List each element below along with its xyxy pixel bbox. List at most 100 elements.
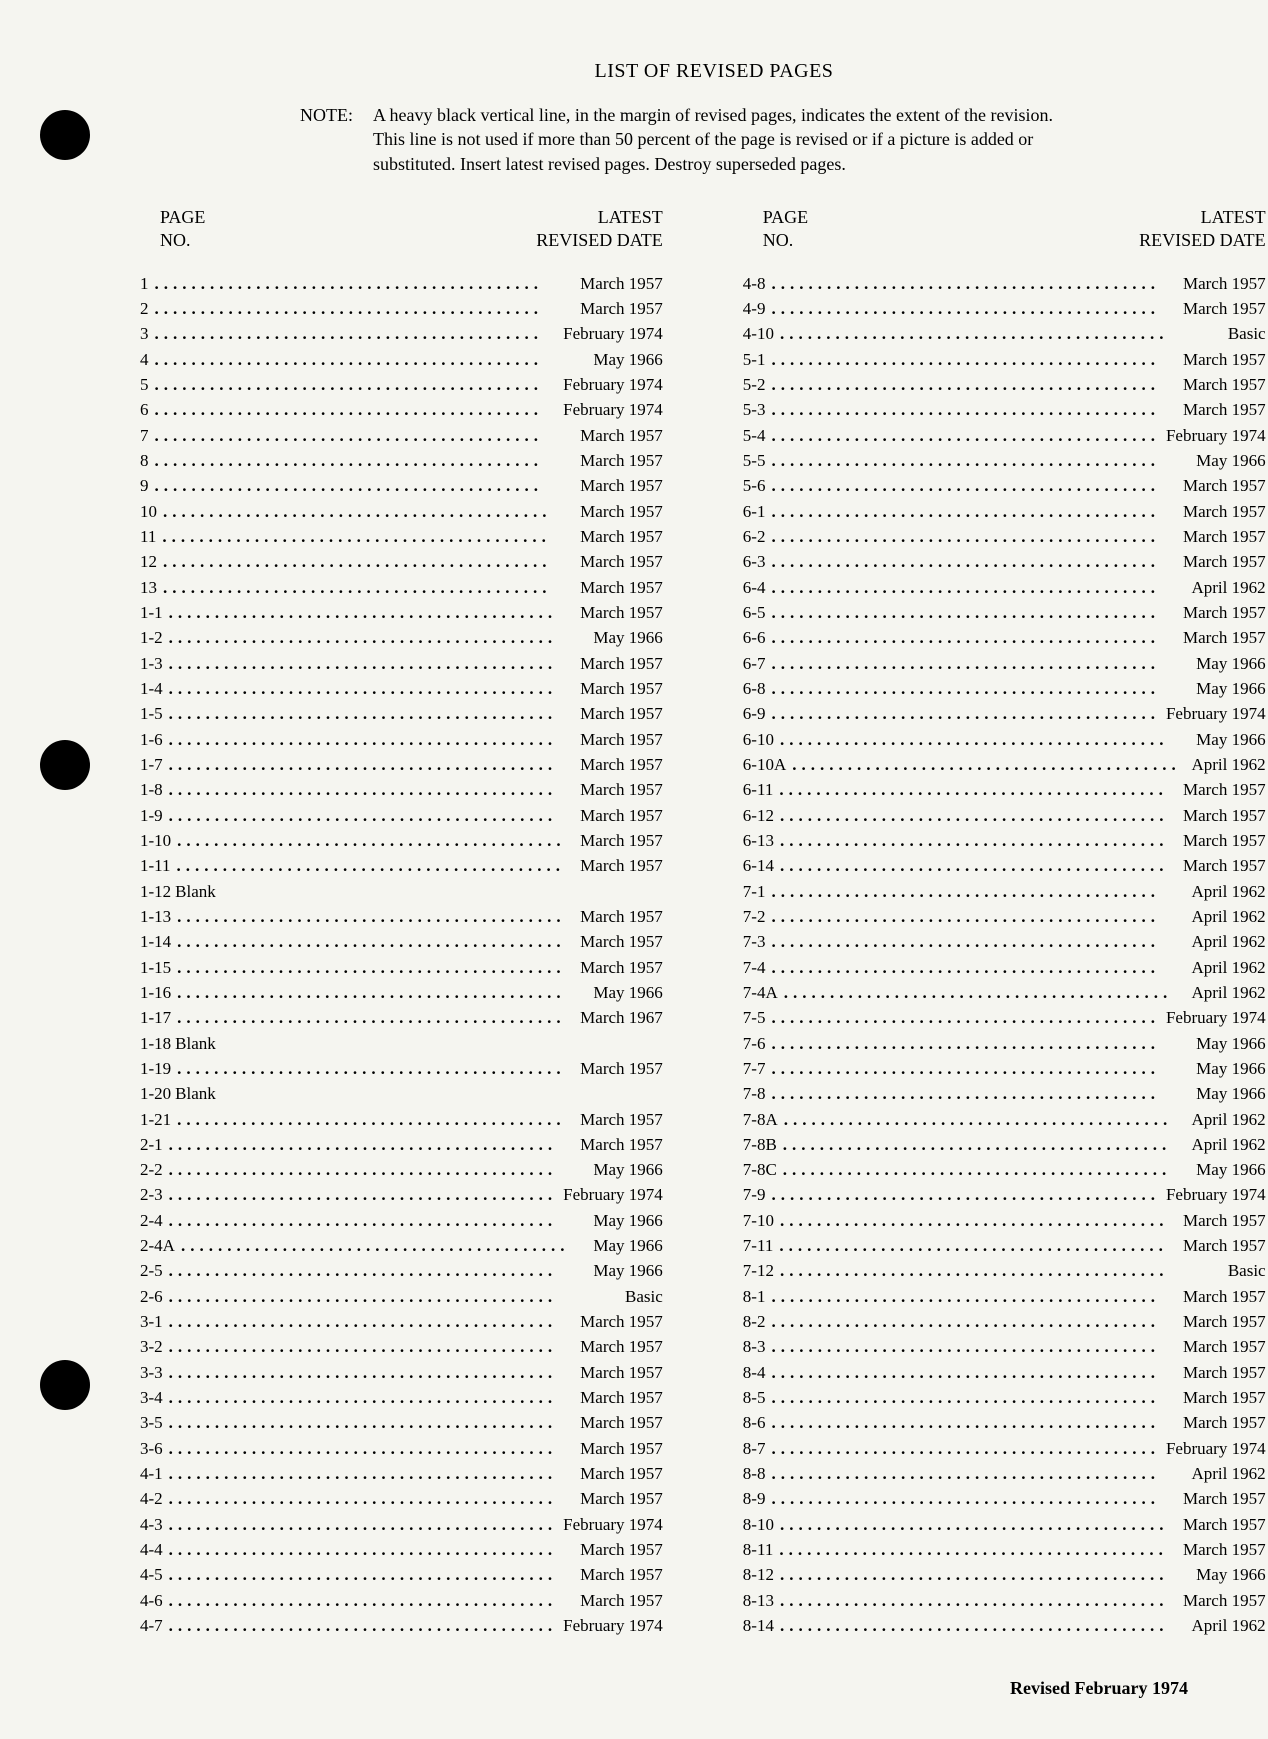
- leader-dots: [163, 651, 581, 676]
- leader-dots: [765, 1031, 1196, 1056]
- table-row: 8-11March 1957: [743, 1537, 1266, 1562]
- revised-date: March 1957: [580, 803, 663, 828]
- leader-dots: [765, 423, 1166, 448]
- revised-date: March 1967: [580, 1005, 663, 1030]
- revised-date: March 1957: [580, 1334, 663, 1359]
- page-number: 6-13: [743, 828, 774, 853]
- page-number: 5-3: [743, 397, 766, 422]
- table-row: 6-10AApril 1962: [743, 752, 1266, 777]
- page-number: 6-5: [743, 600, 766, 625]
- page-number: 7-10: [743, 1208, 774, 1233]
- table-row: 6-8May 1966: [743, 676, 1266, 701]
- revised-date: March 1957: [580, 549, 663, 574]
- header-date-bottom: REVISED DATE: [1139, 229, 1266, 252]
- table-row: 6-2March 1957: [743, 524, 1266, 549]
- leader-dots: [765, 1436, 1166, 1461]
- note-block: NOTE: A heavy black vertical line, in th…: [300, 103, 1088, 176]
- table-row: 4-4March 1957: [140, 1537, 663, 1562]
- table-row: 1-11March 1957: [140, 853, 663, 878]
- table-row: 7-11March 1957: [743, 1233, 1266, 1258]
- revised-date: May 1966: [593, 625, 662, 650]
- page-number: 4-1: [140, 1461, 163, 1486]
- revised-date: March 1957: [1183, 524, 1266, 549]
- table-row: 6-3March 1957: [743, 549, 1266, 574]
- leader-dots: [774, 727, 1196, 752]
- leader-dots: [765, 879, 1191, 904]
- leader-dots: [765, 651, 1196, 676]
- revised-date: February 1974: [1166, 1005, 1266, 1030]
- table-row: 7-6May 1966: [743, 1031, 1266, 1056]
- leader-dots: [765, 955, 1191, 980]
- page-number: 5-1: [743, 347, 766, 372]
- revised-date: March 1957: [580, 828, 663, 853]
- revised-date: March 1957: [1183, 828, 1266, 853]
- leader-dots: [163, 1334, 581, 1359]
- table-row: 7-2April 1962: [743, 904, 1266, 929]
- table-row: 1-3March 1957: [140, 651, 663, 676]
- table-row: 4-3February 1974: [140, 1512, 663, 1537]
- leader-dots: [773, 1537, 1183, 1562]
- page-number: 8-9: [743, 1486, 766, 1511]
- leader-dots: [765, 1334, 1183, 1359]
- table-row: 10March 1957: [140, 499, 663, 524]
- revised-date: March 1957: [580, 727, 663, 752]
- page-number: 5-5: [743, 448, 766, 473]
- table-row: 1-16May 1966: [140, 980, 663, 1005]
- table-row: 7-4April 1962: [743, 955, 1266, 980]
- header-date-top: LATEST: [536, 206, 663, 229]
- page-number: 1-3: [140, 651, 163, 676]
- leader-dots: [163, 1208, 594, 1233]
- table-row: 7-4AApril 1962: [743, 980, 1266, 1005]
- leader-dots: [765, 499, 1183, 524]
- page-number: 4-9: [743, 296, 766, 321]
- revised-date: April 1962: [1191, 752, 1265, 777]
- table-row: 8-2March 1957: [743, 1309, 1266, 1334]
- page-number: 8-6: [743, 1410, 766, 1435]
- revised-date: April 1962: [1191, 1461, 1265, 1486]
- page-number: 4: [140, 347, 149, 372]
- page-number: 7-2: [743, 904, 766, 929]
- page-number: 3-1: [140, 1309, 163, 1334]
- revised-date: March 1957: [580, 271, 663, 296]
- page-number: 5-4: [743, 423, 766, 448]
- page-number: 2-3: [140, 1182, 163, 1207]
- leader-dots: [765, 1309, 1183, 1334]
- page-number: 6-9: [743, 701, 766, 726]
- leader-dots: [149, 372, 564, 397]
- leader-dots: [163, 777, 581, 802]
- page-number: 4-6: [140, 1588, 163, 1613]
- column-headers-left: PAGE NO. LATEST REVISED DATE: [140, 206, 663, 253]
- revised-date: March 1957: [580, 1461, 663, 1486]
- table-row: 1-20 Blank: [140, 1081, 663, 1106]
- table-row: 6-4April 1962: [743, 575, 1266, 600]
- table-row: 8-1March 1957: [743, 1284, 1266, 1309]
- page-number: 1-14: [140, 929, 171, 954]
- table-row: 4-8March 1957: [743, 271, 1266, 296]
- revised-date: February 1974: [563, 372, 663, 397]
- page-number: 1-18: [140, 1031, 171, 1056]
- revised-date: March 1957: [1183, 1537, 1266, 1562]
- table-row: 7-12Basic: [743, 1258, 1266, 1283]
- table-row: 5-6March 1957: [743, 473, 1266, 498]
- leader-dots: [765, 1081, 1196, 1106]
- revised-date: March 1957: [580, 1360, 663, 1385]
- leader-dots: [171, 1056, 580, 1081]
- page-number: 7-8B: [743, 1132, 777, 1157]
- table-row: 8-8April 1962: [743, 1461, 1266, 1486]
- revised-date: May 1966: [1196, 651, 1265, 676]
- page-number: 8-3: [743, 1334, 766, 1359]
- page-number: 2-5: [140, 1258, 163, 1283]
- leader-dots: [163, 1309, 581, 1334]
- table-row: 2-6Basic: [140, 1284, 663, 1309]
- leader-dots: [171, 1107, 580, 1132]
- revised-date: March 1957: [580, 676, 663, 701]
- table-row: 1-1March 1957: [140, 600, 663, 625]
- leader-dots: [171, 904, 580, 929]
- page-number: 13: [140, 575, 157, 600]
- page-number: 6-11: [743, 777, 774, 802]
- table-row: 8-13March 1957: [743, 1588, 1266, 1613]
- right-column: PAGE NO. LATEST REVISED DATE 4-8March 19…: [743, 206, 1266, 1639]
- blank-label: Blank: [175, 1081, 216, 1106]
- page-number: 6-7: [743, 651, 766, 676]
- page-number: 7-4: [743, 955, 766, 980]
